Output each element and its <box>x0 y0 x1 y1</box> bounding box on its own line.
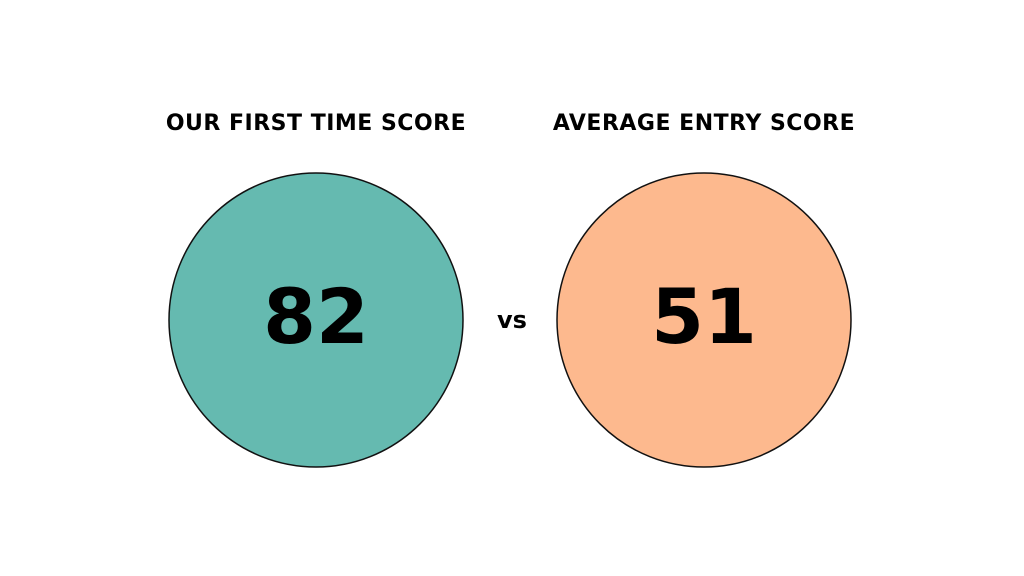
right-circle <box>556 172 852 468</box>
left-label: OUR FIRST TIME SCORE <box>166 111 466 136</box>
right-label: AVERAGE ENTRY SCORE <box>553 111 855 136</box>
right-score: 51 <box>651 272 757 361</box>
vs-separator: vs <box>497 306 527 334</box>
left-score: 82 <box>263 272 369 361</box>
left-circle <box>168 172 464 468</box>
